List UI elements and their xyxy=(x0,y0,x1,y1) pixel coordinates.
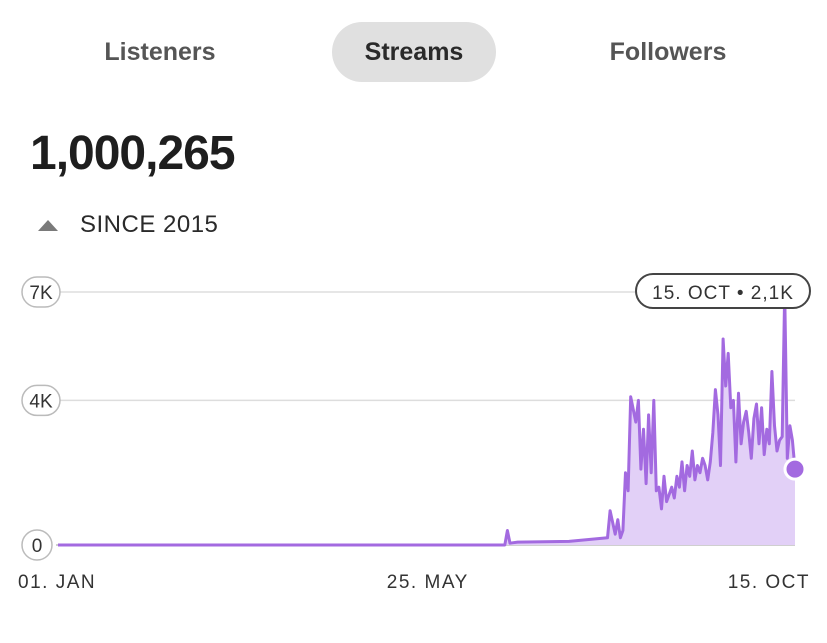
streams-chart: 0 4K 7K 01. JAN 25. MAY 15. OCT 15. OCT • 2,… xyxy=(18,273,811,593)
tooltip-label: 15. OCT • 2,1K xyxy=(652,283,794,304)
y-tick-pill xyxy=(21,384,61,417)
streams-area xyxy=(58,292,795,545)
since-row: SINCE 2015 xyxy=(38,208,218,242)
x-tick-label: 15. OCT xyxy=(728,572,810,593)
total-streams-value: 1,000,265 xyxy=(30,127,236,180)
tab-bar: Listeners Streams Followers xyxy=(0,22,827,82)
tab-followers[interactable]: Followers xyxy=(609,38,727,66)
triangle-up-icon xyxy=(38,219,58,231)
tab-streams[interactable]: Streams xyxy=(332,22,496,82)
streams-line xyxy=(58,290,797,547)
y-tick-pill xyxy=(21,529,53,561)
y-tick-label: 4K xyxy=(29,391,53,412)
since-label: SINCE 2015 xyxy=(80,211,219,238)
y-tick-label: 0 xyxy=(32,536,43,557)
y-tick-label: 7K xyxy=(29,283,53,304)
y-tick-pill xyxy=(21,276,61,308)
tab-listeners[interactable]: Listeners xyxy=(104,38,216,66)
value-tooltip: 15. OCT • 2,1K xyxy=(635,273,811,309)
x-tick-label: 01. JAN xyxy=(18,572,96,593)
tooltip-pill xyxy=(635,273,811,309)
current-point[interactable] xyxy=(783,457,807,481)
x-tick-label: 25. MAY xyxy=(387,572,469,593)
